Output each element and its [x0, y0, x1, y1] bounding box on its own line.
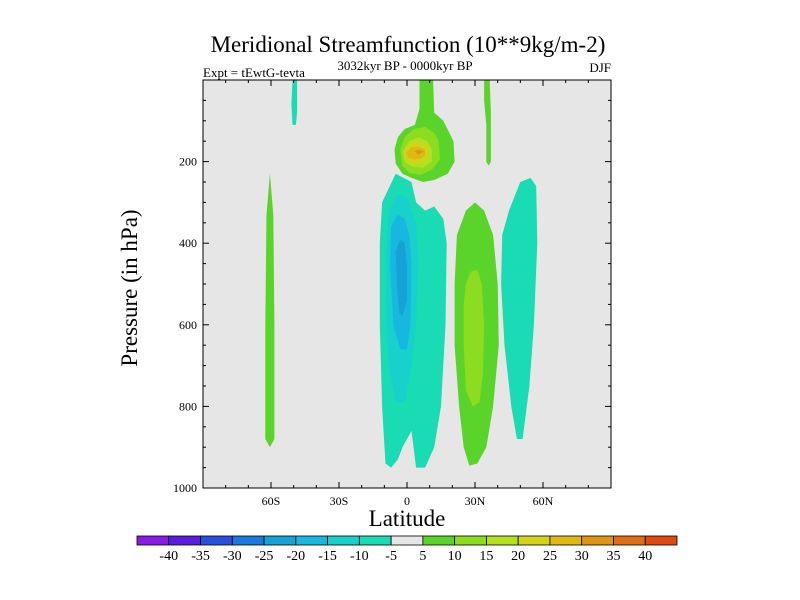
subtitle-season: DJF [589, 60, 611, 75]
x-tick-label: 60S [262, 494, 281, 508]
colorbar-label: -35 [191, 549, 210, 564]
colorbar-box [517, 535, 551, 546]
x-tick-label: 30S [330, 494, 349, 508]
colorbar-box [581, 535, 614, 546]
colorbar-label: -10 [350, 549, 369, 564]
y-axis-label: Pressure (in hPa) [117, 209, 142, 366]
colorbar-label: 25 [543, 549, 557, 564]
colorbar: -40 -35 -30 -25 -20 -15 -10 -5 5 10 15 20 25 30 35 40 [136, 535, 678, 564]
colorbar-box [613, 535, 646, 546]
colorbar-label: -5 [385, 549, 397, 564]
contour-positive-upper-jet-25 [405, 146, 426, 160]
y-tick-label: 800 [179, 399, 197, 413]
colorbar-label: -30 [223, 549, 242, 564]
axis-ticks: 60S 30S 0 30N 60N 200 400 600 800 1000 [173, 80, 611, 508]
colorbar-box [136, 535, 170, 546]
contour-positive-top-25N [484, 80, 491, 166]
colorbar-box [486, 535, 519, 546]
x-axis-label: Latitude [369, 506, 446, 531]
y-tick-label: 600 [179, 318, 197, 332]
y-tick-label: 1000 [173, 481, 197, 495]
y-tick-label: 400 [179, 236, 197, 250]
colorbar-label: -15 [318, 549, 337, 564]
contour-negative-thin-5N [430, 308, 436, 403]
colorbar-label: 40 [638, 549, 652, 564]
colorbar-box [327, 535, 360, 546]
contour-positive-cell-25N-10 [463, 269, 485, 407]
subtitle-experiment: Expt = tEwtG-tevta [203, 65, 305, 80]
colorbar-box [295, 535, 328, 546]
y-tick-label: 200 [179, 155, 197, 169]
colorbar-box [454, 535, 487, 546]
contour-positive-cell-45S [265, 173, 275, 448]
colorbar-label: 5 [419, 549, 426, 564]
colorbar-box [422, 535, 456, 546]
colorbar-box [168, 535, 201, 546]
x-tick-label: 60N [533, 494, 554, 508]
contour-negative-cell-50N [501, 177, 538, 439]
colorbar-box [644, 535, 678, 546]
contour-negative-top-45S [291, 80, 298, 125]
contour-negative-cell-equator-core [395, 239, 407, 317]
colorbar-label: -20 [286, 549, 305, 564]
colorbar-box [358, 535, 392, 546]
colorbar-label: 20 [511, 549, 525, 564]
colorbar-box [263, 535, 297, 546]
contour-positive-upper-jet-core [414, 149, 424, 155]
colorbar-label: 30 [575, 549, 589, 564]
colorbar-box [200, 535, 233, 546]
x-tick-label: 0 [404, 494, 410, 508]
subtitle-period: 3032kyr BP - 0000kyr BP [337, 58, 472, 73]
colorbar-box [390, 535, 424, 546]
chart-title: Meridional Streamfunction (10**9kg/m-2) [211, 32, 606, 57]
colorbar-label: 15 [479, 549, 493, 564]
colorbar-box [231, 535, 265, 546]
colorbar-label: -25 [255, 549, 274, 564]
colorbar-label: 10 [448, 549, 462, 564]
colorbar-box [549, 535, 583, 546]
x-tick-label: 30N [465, 494, 486, 508]
contour-features [265, 80, 538, 468]
colorbar-label: 35 [606, 549, 620, 564]
colorbar-label: -40 [159, 549, 178, 564]
